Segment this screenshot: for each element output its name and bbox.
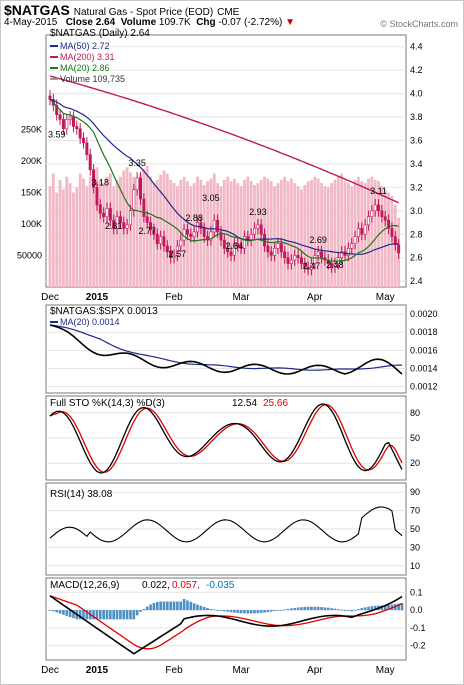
quote-line: 4-May-2015 Close 2.64 Volume 109.7K Chg … (4, 17, 295, 28)
volume-value: 109.7K (158, 17, 191, 28)
chg-value: -0.07 (-2.72%) (218, 17, 283, 28)
exchange: CME (217, 7, 240, 18)
down-arrow-icon: ▼ (285, 17, 296, 28)
volume-label: Volume (120, 17, 157, 28)
quote-date: 4-May-2015 (4, 17, 58, 28)
symbol: $NATGAS (4, 2, 70, 18)
close-value: 2.64 (95, 17, 116, 28)
chart-header: $NATGAS Natural Gas - Spot Price (EOD) C… (4, 2, 239, 18)
close-label: Close (65, 17, 93, 28)
description: Natural Gas - Spot Price (EOD) (73, 7, 214, 18)
chg-label: Chg (196, 17, 216, 28)
